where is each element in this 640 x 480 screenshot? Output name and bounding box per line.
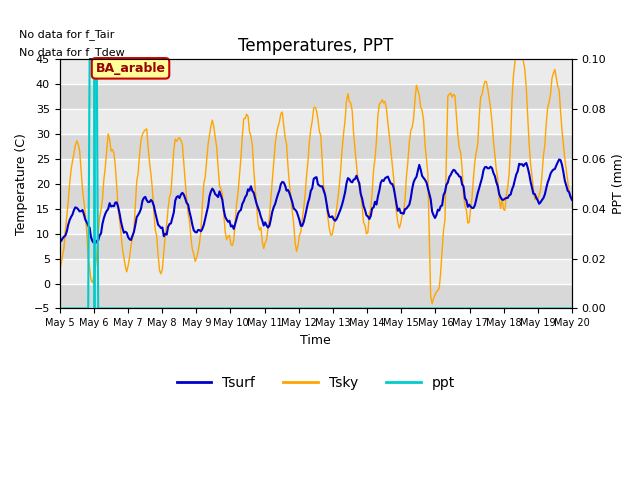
- Bar: [60, 209, 572, 234]
- Bar: [60, 234, 572, 259]
- X-axis label: Time: Time: [300, 334, 331, 347]
- Y-axis label: PPT (mm): PPT (mm): [612, 154, 625, 214]
- Text: No data for f_Tair: No data for f_Tair: [19, 29, 114, 40]
- Text: No data for f_Tdew: No data for f_Tdew: [19, 47, 124, 58]
- Bar: [60, 159, 572, 184]
- Bar: [60, 84, 572, 109]
- Y-axis label: Temperature (C): Temperature (C): [15, 133, 28, 235]
- Bar: [60, 60, 572, 84]
- Text: BA_arable: BA_arable: [95, 62, 166, 75]
- Bar: [60, 284, 572, 309]
- Bar: [60, 134, 572, 159]
- Bar: [60, 184, 572, 209]
- Legend: Tsurf, Tsky, ppt: Tsurf, Tsky, ppt: [171, 370, 461, 396]
- Bar: [60, 259, 572, 284]
- Title: Temperatures, PPT: Temperatures, PPT: [238, 37, 394, 55]
- Bar: [60, 109, 572, 134]
